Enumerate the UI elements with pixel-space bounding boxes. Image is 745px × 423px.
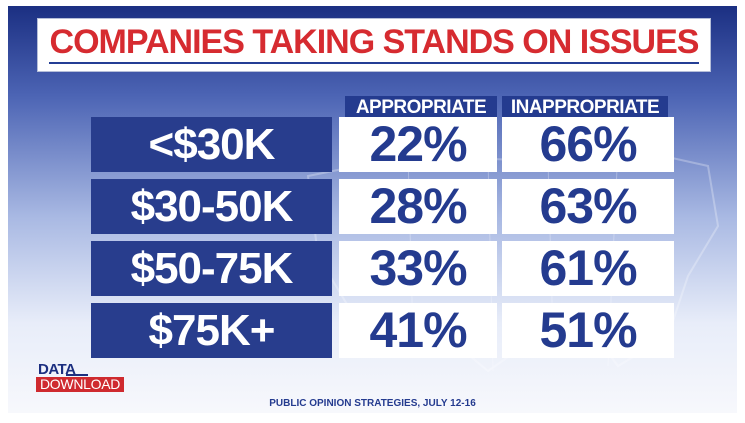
cell-appropriate-50-75k: 33% (339, 241, 497, 296)
row-label-50-75k: $50-75K (91, 241, 332, 296)
cell-inappropriate-75k-plus: 51% (502, 303, 674, 358)
row-label-30-50k: $30-50K (91, 179, 332, 234)
cell-appropriate-under-30k: 22% (339, 117, 497, 172)
graphic-frame: COMPANIES TAKING STANDS ON ISSUES APPROP… (8, 6, 737, 413)
cell-inappropriate-under-30k: 66% (502, 117, 674, 172)
column-header-appropriate: APPROPRIATE (345, 96, 497, 120)
cell-inappropriate-50-75k: 61% (502, 241, 674, 296)
chart-title: COMPANIES TAKING STANDS ON ISSUES (49, 23, 700, 61)
row-label-75k-plus: $75K+ (91, 303, 332, 358)
source-caption: PUBLIC OPINION STRATEGIES, JULY 12-16 (269, 398, 476, 409)
title-underline (49, 62, 699, 64)
logo-text-data: DATA (38, 361, 76, 378)
data-download-logo: DATA DOWNLOAD (36, 361, 156, 393)
cell-inappropriate-30-50k: 63% (502, 179, 674, 234)
cell-appropriate-30-50k: 28% (339, 179, 497, 234)
cell-appropriate-75k-plus: 41% (339, 303, 497, 358)
column-header-inappropriate: INAPPROPRIATE (502, 96, 668, 120)
logo-text-download: DOWNLOAD (36, 377, 125, 392)
row-label-under-30k: <$30K (91, 117, 332, 172)
logo-underline (66, 374, 88, 376)
title-box: COMPANIES TAKING STANDS ON ISSUES (37, 18, 711, 72)
